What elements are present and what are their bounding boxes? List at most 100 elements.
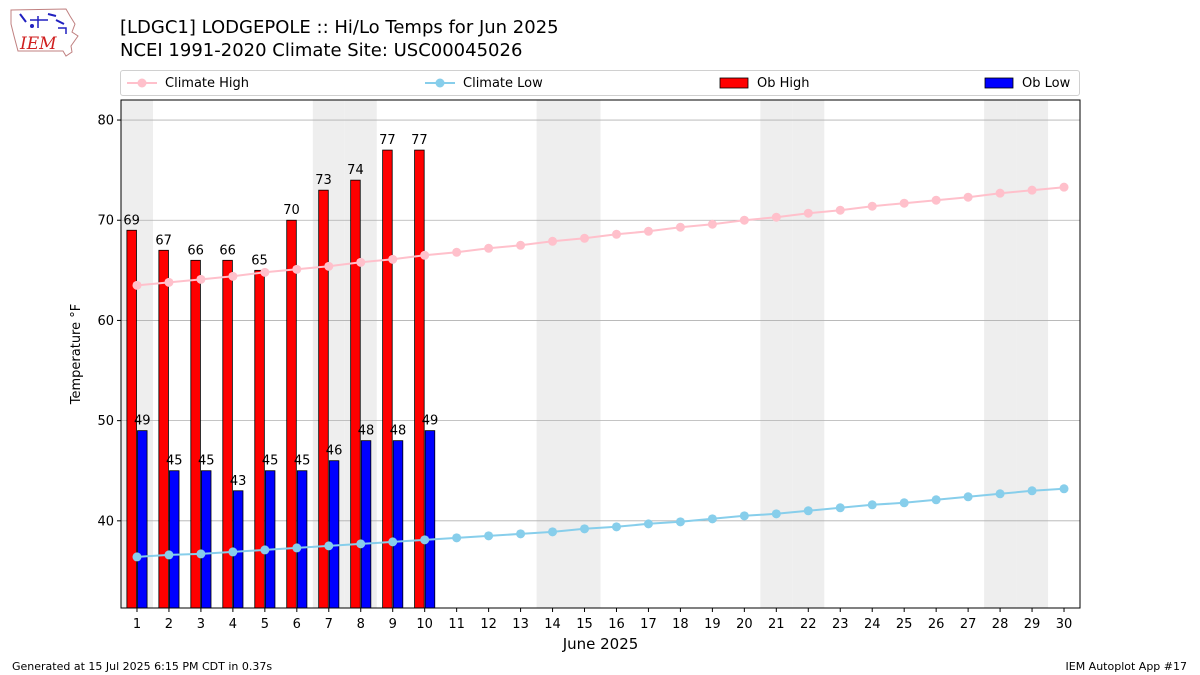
ob-low-bar: [392, 440, 404, 609]
climate-high-point: [420, 250, 430, 260]
ob-low-bar: [169, 470, 180, 609]
x-tick-label: 25: [896, 617, 913, 632]
x-tick-label: 14: [544, 617, 561, 632]
climate-high-point: [132, 280, 142, 290]
x-tick-label: 22: [800, 617, 817, 632]
x-tick-label: 8: [357, 617, 365, 632]
legend-ob-low-swatch-icon: [984, 77, 1014, 89]
ob-high-value-label: 67: [155, 233, 172, 248]
x-tick-label: 21: [768, 617, 785, 632]
legend-ob-high-swatch-icon: [719, 77, 749, 89]
ob-high-bar: [254, 269, 265, 609]
chart-legend: Climate High Climate Low Ob High Ob Low: [120, 70, 1080, 96]
ob-high-value-label: 66: [187, 243, 204, 258]
ob-low-bar: [328, 460, 340, 609]
chart-title: [LDGC1] LODGEPOLE :: Hi/Lo Temps for Jun…: [120, 17, 559, 38]
x-tick-label: 17: [640, 617, 657, 632]
x-tick-label: 2: [165, 617, 173, 632]
ob-low-value-label: 49: [134, 414, 151, 429]
y-tick-label: 70: [97, 214, 114, 229]
climate-low-point: [835, 503, 845, 513]
climate-high-point: [707, 219, 717, 229]
climate-high-point: [196, 274, 206, 284]
climate-high-point: [164, 277, 174, 287]
x-tick-label: 9: [389, 617, 397, 632]
x-tick-label: 4: [229, 617, 237, 632]
footer-generated: Generated at 15 Jul 2025 6:15 PM CDT in …: [12, 660, 273, 673]
climate-high-point: [963, 192, 973, 202]
climate-high-point: [611, 229, 621, 239]
climate-high-point: [388, 254, 398, 264]
legend-label-climate-high: Climate High: [165, 75, 250, 91]
weekend-band: [536, 100, 569, 608]
climate-low-point: [260, 545, 270, 555]
climate-high-point: [452, 247, 462, 257]
iem-logo: IEM: [8, 6, 80, 58]
x-tick-label: 12: [480, 617, 497, 632]
x-tick-label: 19: [704, 617, 721, 632]
x-tick-label: 6: [293, 617, 301, 632]
climate-high-point: [675, 222, 685, 232]
x-axis-label: June 2025: [562, 635, 639, 653]
ob-high-value-label: 69: [123, 213, 140, 228]
climate-high-point: [1027, 185, 1037, 195]
y-axis-label: Temperature °F: [69, 304, 84, 405]
x-tick-label: 27: [960, 617, 977, 632]
legend-item-climate-low: Climate Low: [425, 71, 543, 95]
weekend-band: [344, 100, 377, 608]
x-tick-label: 30: [1056, 617, 1073, 632]
x-tick-label: 26: [928, 617, 945, 632]
climate-low-point: [324, 541, 334, 551]
ob-high-value-label: 66: [219, 243, 236, 258]
ob-high-value-label: 77: [379, 133, 396, 148]
ob-low-value-label: 45: [166, 454, 183, 469]
legend-label-climate-low: Climate Low: [463, 75, 543, 91]
weekend-band: [568, 100, 601, 608]
climate-low-point: [899, 498, 909, 508]
x-tick-label: 3: [197, 617, 205, 632]
x-tick-label: 18: [672, 617, 689, 632]
y-tick-label: 80: [97, 114, 114, 129]
climate-low-point: [643, 519, 653, 529]
legend-label-ob-low: Ob Low: [1022, 75, 1071, 91]
climate-low-point: [356, 539, 366, 549]
x-tick-label: 28: [992, 617, 1009, 632]
ob-high-value-label: 65: [251, 253, 268, 268]
climate-low-point: [452, 533, 462, 543]
climate-low-point: [803, 506, 813, 516]
weekend-band: [984, 100, 1017, 608]
ob-high-value-label: 70: [283, 203, 300, 218]
climate-low-point: [963, 492, 973, 502]
climate-high-point: [580, 233, 590, 243]
climate-low-point: [292, 543, 302, 553]
x-tick-label: 20: [736, 617, 753, 632]
ob-low-value-label: 43: [230, 474, 247, 489]
x-tick-label: 10: [416, 617, 433, 632]
ob-low-bar: [360, 440, 372, 609]
ob-low-value-label: 45: [294, 454, 311, 469]
climate-low-point: [516, 529, 526, 539]
weekend-band: [312, 100, 345, 608]
climate-low-point: [484, 531, 494, 541]
x-tick-label: 7: [325, 617, 333, 632]
climate-high-point: [643, 226, 653, 236]
legend-item-climate-high: Climate High: [127, 71, 249, 95]
x-tick-label: 16: [608, 617, 625, 632]
climate-low-line: [136, 487, 1065, 558]
climate-high-point: [803, 208, 813, 218]
climate-high-point: [516, 240, 526, 250]
climate-low-point: [931, 495, 941, 505]
ob-low-bar: [424, 430, 436, 609]
climate-low-point: [675, 517, 685, 527]
legend-item-ob-low: Ob Low: [984, 71, 1070, 95]
ob-low-bar: [264, 470, 276, 609]
climate-low-point: [611, 522, 621, 532]
climate-low-point: [580, 524, 590, 534]
ob-low-value-label: 48: [390, 424, 407, 439]
climate-high-point: [228, 271, 238, 281]
weekend-band: [792, 100, 825, 608]
climate-high-point: [260, 267, 270, 277]
climate-high-point: [324, 261, 334, 271]
climate-high-point: [484, 243, 494, 253]
climate-high-point: [995, 188, 1005, 198]
